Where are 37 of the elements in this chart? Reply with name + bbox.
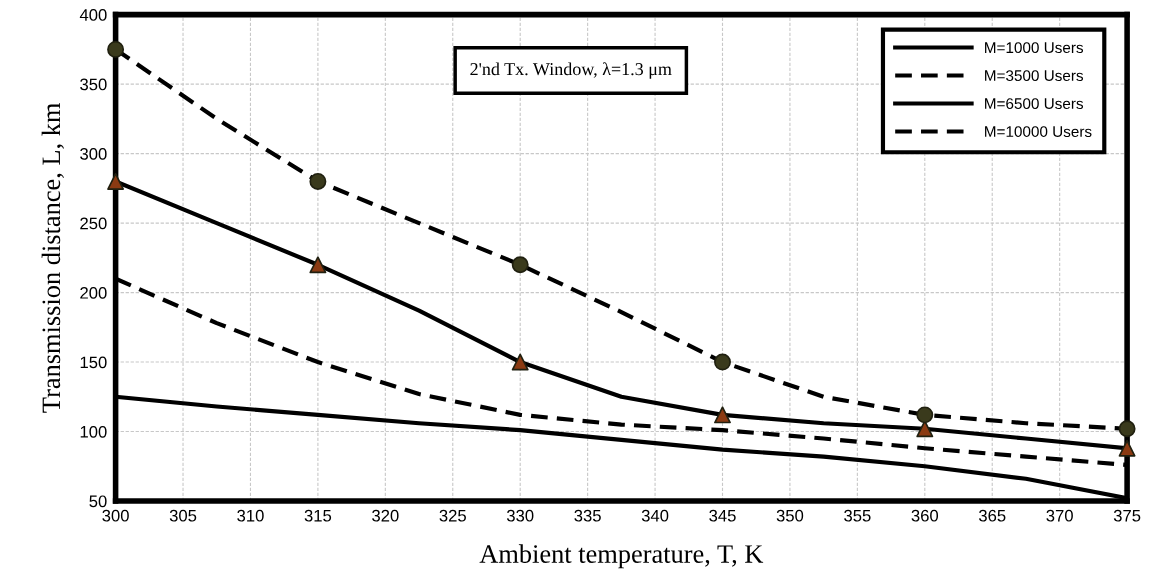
x-tick-label: 315 [304, 509, 332, 522]
x-tick-label: 370 [1046, 509, 1073, 522]
legend-label: M=1000 Users [985, 42, 1084, 54]
x-tick-label: 330 [506, 509, 534, 522]
y-tick-label: 100 [80, 425, 107, 438]
x-tick-label: 320 [372, 509, 399, 522]
y-tick-label: 400 [79, 9, 107, 21]
x-tick-label: 350 [776, 509, 804, 522]
y-tick-label: 250 [80, 217, 107, 230]
legend-label: M=6500 Users [985, 98, 1084, 110]
y-axis-title: Transmission distance, L, km [41, 102, 65, 413]
point [916, 420, 934, 438]
point [714, 406, 731, 424]
x-tick-label: 325 [439, 509, 466, 522]
x-tick-label: 340 [641, 509, 669, 522]
point [1118, 439, 1136, 457]
y-tick-label: 350 [80, 78, 107, 91]
y-tick-label: 200 [80, 286, 107, 299]
x-tick-label: 375 [1113, 509, 1141, 522]
y-tick-label: 150 [80, 356, 107, 369]
legend-label: M=3500 Users [985, 70, 1084, 82]
x-tick-label: 300 [102, 509, 129, 522]
x-tick-label: 360 [911, 509, 939, 522]
x-tick-label: 365 [978, 509, 1006, 522]
x-tick-label: 310 [237, 509, 264, 522]
point [511, 353, 529, 371]
point [309, 256, 327, 274]
annotation: 2'nd Tx. Window, λ=1.3 μm [470, 62, 672, 79]
x-axis-title: Ambient temperature, T, K [479, 544, 764, 569]
x-tick-label: 305 [169, 509, 197, 522]
x-tick-label: 335 [574, 509, 601, 522]
point [107, 172, 125, 190]
y-tick-label: 300 [80, 148, 107, 160]
x-tick-label: 345 [709, 509, 736, 522]
y-tick-label: 50 [89, 495, 107, 508]
legend-label: M=10000 Users [985, 126, 1092, 137]
x-tick-label: 355 [844, 509, 871, 522]
